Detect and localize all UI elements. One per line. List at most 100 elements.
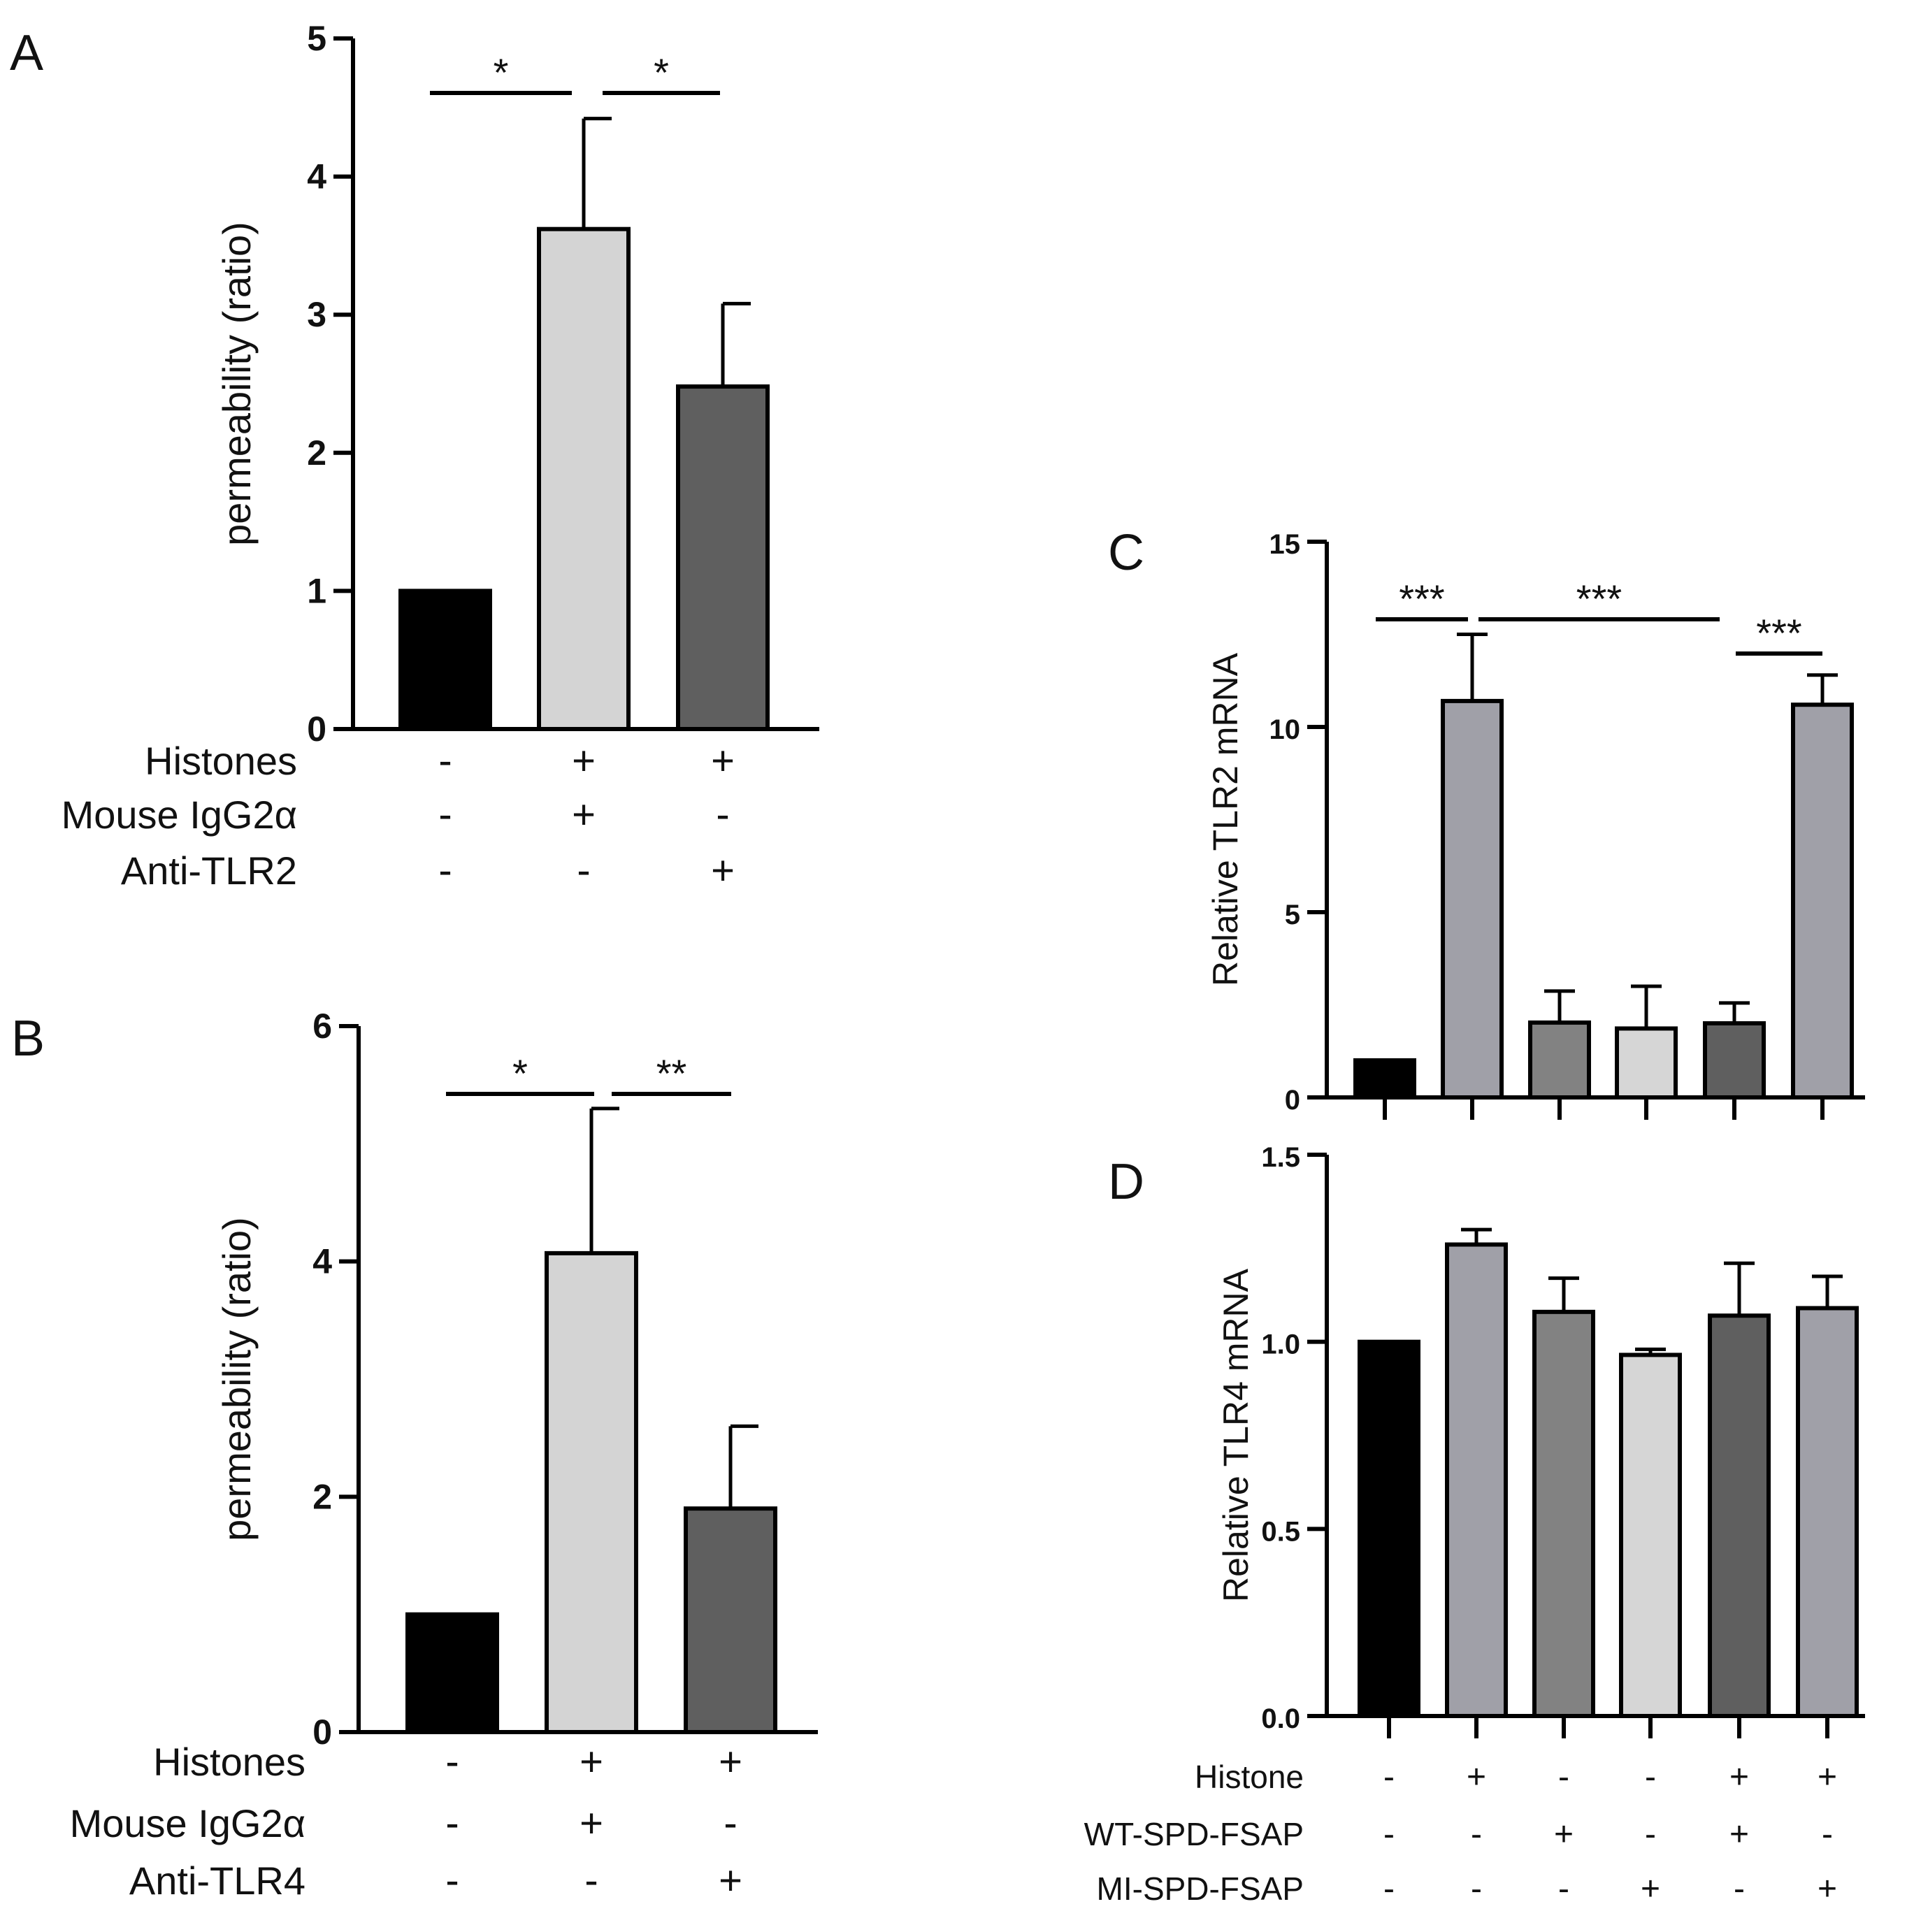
bar: [405, 1612, 499, 1735]
condition-sign: -: [438, 738, 452, 784]
condition-sign: -: [584, 1858, 598, 1903]
panel-letter-b: B: [11, 1011, 45, 1067]
bar: [684, 1506, 777, 1735]
y-tick-label: 5: [1285, 900, 1300, 930]
condition-sign: +: [1729, 1759, 1749, 1796]
significance-stars: *: [654, 50, 669, 94]
bar: [1441, 698, 1504, 1100]
y-tick-label: 1: [307, 571, 326, 610]
bar: [1796, 1306, 1859, 1718]
bar: [1532, 1309, 1595, 1718]
y-tick-label: 1.0: [1261, 1329, 1300, 1360]
panel-letter-a: A: [10, 25, 43, 81]
bar: [1791, 702, 1854, 1100]
bar: [1708, 1313, 1771, 1718]
condition-row-label: Histones: [153, 1740, 305, 1784]
panel-letter-c: C: [1108, 525, 1144, 581]
condition-sign: -: [1471, 1816, 1482, 1853]
y-tick-label: 0: [312, 1713, 332, 1752]
significance-stars: ***: [1399, 577, 1444, 621]
y-axis-label: Relative TLR4 mRNA: [1216, 1268, 1255, 1602]
y-tick-label: 1.5: [1261, 1142, 1300, 1173]
condition-sign: +: [580, 1739, 603, 1785]
bar: [537, 226, 631, 731]
bar: [398, 589, 492, 732]
condition-sign: +: [1467, 1759, 1486, 1796]
y-axis-label: permeability (ratio): [215, 1217, 259, 1541]
condition-sign: -: [1645, 1816, 1656, 1853]
condition-sign: +: [580, 1801, 603, 1846]
condition-sign: +: [711, 738, 735, 784]
condition-sign: -: [1734, 1870, 1745, 1908]
significance-stars: ***: [1756, 611, 1801, 655]
bar: [1615, 1026, 1678, 1100]
condition-sign: -: [1383, 1759, 1395, 1796]
bar: [1619, 1353, 1682, 1718]
y-tick-label: 4: [312, 1242, 332, 1281]
condition-sign: +: [1729, 1816, 1749, 1853]
y-tick-label: 5: [307, 19, 326, 58]
significance-stars: *: [494, 50, 509, 94]
condition-sign: -: [716, 792, 729, 837]
bar: [1445, 1242, 1508, 1718]
condition-sign: -: [577, 848, 590, 893]
bar: [1353, 1058, 1416, 1100]
condition-sign: +: [1554, 1816, 1574, 1853]
chart-panel-c: 0 5 10 15 Relative TLR2 mRNA *** *** ***: [1206, 529, 1865, 1120]
condition-sign: +: [1818, 1759, 1837, 1796]
y-tick-label: 0: [1285, 1085, 1300, 1116]
y-tick-label: 0.5: [1261, 1516, 1300, 1547]
significance-stars: *: [512, 1051, 528, 1095]
condition-sign: -: [438, 848, 452, 893]
condition-sign: -: [724, 1801, 737, 1846]
y-tick-label: 2: [307, 433, 326, 473]
condition-sign: -: [1822, 1816, 1833, 1853]
condition-sign: -: [1558, 1870, 1569, 1908]
y-axis-label: Relative TLR2 mRNA: [1206, 652, 1245, 986]
condition-sign: +: [719, 1739, 742, 1785]
condition-sign: -: [1383, 1816, 1395, 1853]
condition-row-label: Mouse IgG2α: [62, 793, 297, 837]
bar: [545, 1250, 638, 1734]
condition-sign: -: [438, 792, 452, 837]
condition-sign: +: [711, 848, 735, 893]
bar: [1703, 1021, 1766, 1100]
condition-sign: -: [445, 1801, 459, 1846]
significance-stars: **: [656, 1051, 687, 1095]
panel-letter-d: D: [1108, 1154, 1144, 1210]
y-tick-label: 2: [312, 1477, 332, 1516]
condition-sign: +: [1818, 1870, 1837, 1908]
bar: [1528, 1020, 1591, 1100]
condition-row-label: Histones: [145, 739, 297, 783]
condition-sign: +: [572, 738, 596, 784]
condition-row-label: Histone: [1195, 1759, 1304, 1795]
condition-sign: -: [1645, 1759, 1656, 1796]
chart-panel-a: 0 1 2 3 4 5 permeability (ratio) * * Histones - + + M…: [62, 19, 819, 893]
y-tick-label: 0: [307, 709, 326, 749]
significance-stars: ***: [1576, 577, 1622, 621]
y-axis-label: permeability (ratio): [215, 222, 259, 546]
condition-sign: -: [1471, 1870, 1482, 1908]
chart-panel-d: 0.0 0.5 1.0 1.5 Relative TLR4 mRNA Histone - + -…: [1084, 1142, 1865, 1908]
y-tick-label: 10: [1269, 714, 1301, 745]
condition-sign: +: [719, 1858, 742, 1903]
condition-sign: -: [445, 1858, 459, 1903]
condition-sign: +: [1641, 1870, 1660, 1908]
condition-sign: -: [445, 1739, 459, 1785]
condition-row-label: Mouse IgG2α: [70, 1801, 305, 1845]
condition-sign: -: [1383, 1870, 1395, 1908]
y-tick-label: 4: [307, 157, 326, 196]
condition-row-label: MI-SPD-FSAP: [1097, 1870, 1304, 1907]
y-tick-label: 15: [1269, 529, 1301, 560]
y-tick-label: 0.0: [1261, 1703, 1300, 1734]
bar: [1358, 1339, 1420, 1718]
condition-row-label: WT-SPD-FSAP: [1084, 1816, 1304, 1852]
bar: [676, 384, 770, 732]
y-tick-label: 3: [307, 295, 326, 334]
condition-sign: -: [1558, 1759, 1569, 1796]
y-tick-label: 6: [312, 1007, 332, 1046]
condition-row-label: Anti-TLR2: [121, 849, 297, 893]
